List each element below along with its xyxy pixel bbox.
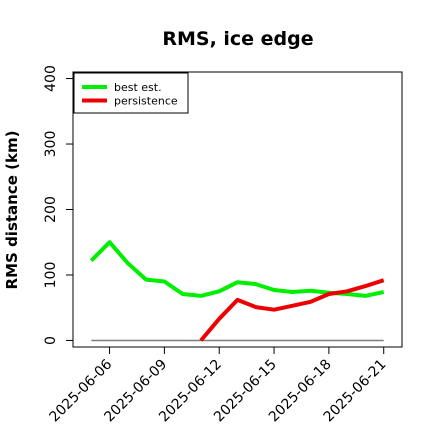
legend-box [73, 72, 189, 114]
y-axis-label: RMS distance (km) [3, 131, 21, 290]
y-tick-label: 0 [43, 336, 59, 345]
y-tick-label: 400 [43, 65, 59, 92]
chart-title: RMS, ice edge [162, 28, 313, 50]
series-line-best-est [89, 240, 385, 298]
legend-label: best est. [114, 81, 162, 94]
series-line-persistence [199, 278, 385, 342]
y-tick-label: 300 [43, 131, 59, 158]
y-tick-label: 200 [43, 196, 59, 223]
legend-label: persistence [114, 95, 178, 108]
y-tick-label: 100 [43, 262, 59, 289]
